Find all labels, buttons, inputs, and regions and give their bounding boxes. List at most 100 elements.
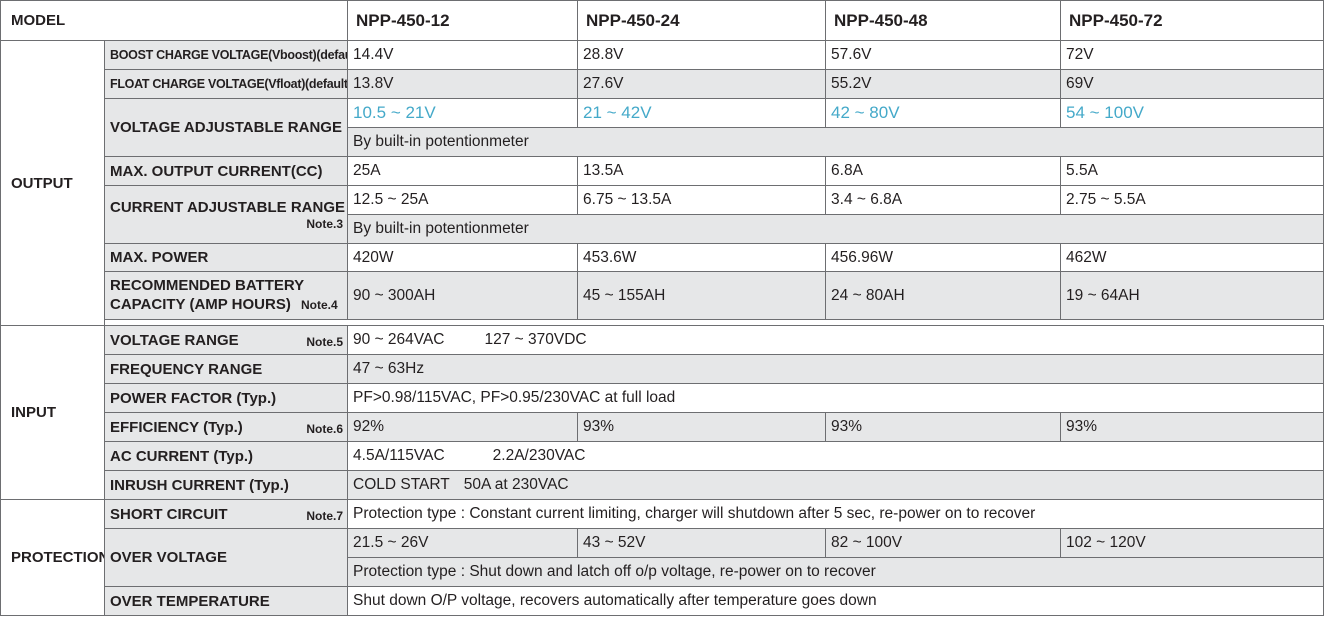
row-voltage-adjustable-range: VOLTAGE ADJUSTABLE RANGE 10.5 ~ 21V 21 ~… [1,98,1325,157]
value-cell: 24 ~ 80AH [825,271,1062,320]
label-recommended-battery-capacity: RECOMMENDED BATTERY CAPACITY (AMP HOURS)… [103,271,349,320]
value-cell: 21 ~ 42V [577,98,827,128]
row-ac-current: AC CURRENT (Typ.) 4.5A/115VAC 2.2A/230VAC [1,441,1325,471]
value-cell: 93% [825,412,1062,442]
value-cell: 54 ~ 100V [1060,98,1325,128]
label-text: EFFICIENCY (Typ.) [110,418,243,436]
value-over-temperature: Shut down O/P voltage, recovers automati… [347,586,1325,616]
label-power-factor: POWER FACTOR (Typ.) [103,383,349,413]
value-ac-current-115: 4.5A/115VAC [353,447,445,464]
label-inrush-current: INRUSH CURRENT (Typ.) [103,470,349,500]
value-voltage-range: 90 ~ 264VAC 127 ~ 370VDC [347,325,1325,355]
value-frequency-range: 47 ~ 63Hz [347,354,1325,384]
group-input: INPUT [0,325,105,500]
value-cell: 90 ~ 300AH [347,271,579,320]
row-current-adjustable-range: CURRENT ADJUSTABLE RANGE Note.3 12.5 ~ 2… [1,185,1325,244]
label-text: VOLTAGE RANGE [110,331,239,349]
label-over-temperature: OVER TEMPERATURE [103,586,349,616]
value-cell: 93% [1060,412,1325,442]
label-text: SHORT CIRCUIT [110,505,228,523]
label-text: CURRENT ADJUSTABLE RANGE [110,199,346,216]
note-label: Note.3 [306,217,344,231]
value-cell: 2.75 ~ 5.5A [1060,185,1325,215]
label-over-voltage: OVER VOLTAGE [103,528,349,587]
value-ac-range: 90 ~ 264VAC [353,331,445,348]
value-cell: 462W [1060,243,1325,272]
row-power-factor: POWER FACTOR (Typ.) PF>0.98/115VAC, PF>0… [1,383,1325,413]
row-short-circuit: PROTECTION SHORT CIRCUIT Note.7 Protecti… [0,499,1325,616]
row-over-temperature: OVER TEMPERATURE Shut down O/P voltage, … [1,586,1325,616]
value-ac-current-230: 2.2A/230VAC [492,447,586,464]
row-efficiency: EFFICIENCY (Typ.) Note.6 92% 93% 93% 93% [1,412,1325,442]
row-float-charge-voltage: FLOAT CHARGE VOLTAGE(Vfloat)(default) 13… [1,69,1325,99]
value-cell: 102 ~ 120V [1060,528,1325,558]
row-boost-charge-voltage: OUTPUT BOOST CHARGE VOLTAGE(Vboost)(defa… [0,40,1325,326]
value-cell: 19 ~ 64AH [1060,271,1325,320]
value-cell: 45 ~ 155AH [577,271,827,320]
label-boost-charge-voltage: BOOST CHARGE VOLTAGE(Vboost)(default) [103,40,349,70]
value-cell: 6.8A [825,156,1062,186]
label-voltage-adjustable-range: VOLTAGE ADJUSTABLE RANGE [103,98,349,157]
value-ac-current: 4.5A/115VAC 2.2A/230VAC [347,441,1325,471]
value-inrush-amount: 50A at 230VAC [463,476,569,493]
label-max-power: MAX. POWER [103,243,349,272]
value-over-voltage-type: Protection type : Shut down and latch of… [347,557,1325,587]
group-output: OUTPUT [0,40,105,326]
note-label: Note.5 [306,334,344,349]
row-voltage-adjust-method: By built-in potentionmeter [1,127,1325,157]
label-ac-current: AC CURRENT (Typ.) [103,441,349,471]
label-float-charge-voltage: FLOAT CHARGE VOLTAGE(Vfloat)(default) [103,69,349,99]
note-label: Note.4 [301,298,338,312]
value-cell: 27.6V [577,69,827,99]
value-cell: 453.6W [577,243,827,272]
row-over-voltage: OVER VOLTAGE 21.5 ~ 26V 43 ~ 52V 82 ~ 10… [1,528,1325,587]
value-cell: 456.96W [825,243,1062,272]
value-cell: 5.5A [1060,156,1325,186]
value-power-factor: PF>0.98/115VAC, PF>0.95/230VAC at full l… [347,383,1325,413]
value-cell: 13.5A [577,156,827,186]
model-name: NPP-450-48 [825,0,1062,41]
value-cell: 42 ~ 80V [825,98,1062,128]
value-cell: 43 ~ 52V [577,528,827,558]
label-short-circuit: SHORT CIRCUIT Note.7 [103,499,349,529]
value-voltage-adjust-method: By built-in potentionmeter [347,127,1325,157]
value-cell: 3.4 ~ 6.8A [825,185,1062,215]
model-name: NPP-450-12 [347,0,579,41]
note-label: Note.7 [306,508,344,523]
model-name: NPP-450-72 [1060,0,1325,41]
value-current-adjust-method: By built-in potentionmeter [347,214,1325,244]
value-cell: 93% [577,412,827,442]
value-cell: 72V [1060,40,1325,70]
value-inrush-current: COLD START 50A at 230VAC [347,470,1325,500]
label-voltage-range: VOLTAGE RANGE Note.5 [103,325,349,355]
model-header-label: MODEL [0,0,349,41]
value-cell: 12.5 ~ 25A [347,185,579,215]
label-efficiency: EFFICIENCY (Typ.) Note.6 [103,412,349,442]
value-cell: 57.6V [825,40,1062,70]
row-max-power: MAX. POWER 420W 453.6W 456.96W 462W [1,243,1325,272]
value-cell: 25A [347,156,579,186]
group-protection: PROTECTION [0,499,105,616]
model-name: NPP-450-24 [577,0,827,41]
value-cell: 420W [347,243,579,272]
value-inrush-mode: COLD START [353,476,450,493]
value-cell: 55.2V [825,69,1062,99]
label-frequency-range: FREQUENCY RANGE [103,354,349,384]
row-max-output-current: MAX. OUTPUT CURRENT(CC) 25A 13.5A 6.8A 5… [1,156,1325,186]
value-short-circuit: Protection type : Constant current limit… [347,499,1325,529]
value-cell: 28.8V [577,40,827,70]
value-cell: 92% [347,412,579,442]
value-cell: 13.8V [347,69,579,99]
label-text-line2: CAPACITY (AMP HOURS) Note.4 [110,295,347,315]
value-cell: 21.5 ~ 26V [347,528,579,558]
value-cell: 69V [1060,69,1325,99]
label-text: RECOMMENDED BATTERY [110,277,305,294]
value-cell: 82 ~ 100V [825,528,1062,558]
note-label: Note.6 [306,421,344,436]
value-cell: 10.5 ~ 21V [347,98,579,128]
row-frequency-range: FREQUENCY RANGE 47 ~ 63Hz [1,354,1325,384]
row-recommended-battery-capacity: RECOMMENDED BATTERY CAPACITY (AMP HOURS)… [1,271,1325,320]
value-dc-range: 127 ~ 370VDC [484,331,587,348]
label-current-adjustable-range: CURRENT ADJUSTABLE RANGE Note.3 [103,185,349,244]
